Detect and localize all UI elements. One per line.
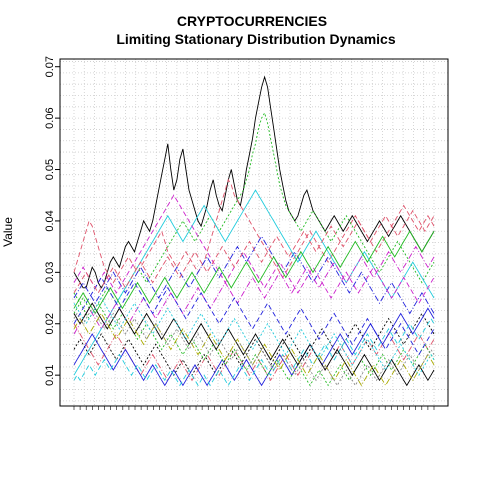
series-group <box>73 75 435 387</box>
grid <box>60 59 448 406</box>
series-line <box>73 302 435 387</box>
series-line <box>73 312 435 387</box>
series-line <box>73 292 435 387</box>
series-line <box>73 194 435 305</box>
y-tick-label: 0.03 <box>44 262 56 283</box>
series-line <box>73 230 435 315</box>
y-tick-label: 0.04 <box>44 210 56 231</box>
series-line <box>73 245 435 335</box>
y-tick-label: 0.05 <box>44 159 56 180</box>
series-line <box>73 307 435 387</box>
plot-frame <box>59 58 449 407</box>
chart-title: CRYPTOCURRENCIES <box>177 13 327 29</box>
series-line <box>73 111 435 315</box>
y-axis: 0.01 0.02 0.03 0.04 0.05 0.06 0.07 <box>44 56 60 386</box>
series-line <box>73 75 435 289</box>
series-line <box>73 189 435 376</box>
y-axis-label: Value <box>1 217 15 247</box>
y-tick-label: 0.02 <box>44 313 56 334</box>
x-axis <box>73 406 435 410</box>
y-tick-label: 0.01 <box>44 364 56 385</box>
series-line <box>73 307 435 387</box>
series-line <box>73 178 435 284</box>
chart-subtitle: Limiting Stationary Distribution Dynamic… <box>116 31 395 47</box>
series-line <box>73 276 435 356</box>
y-tick-label: 0.06 <box>44 107 56 128</box>
series-line <box>73 317 435 387</box>
series-line <box>73 209 435 294</box>
y-tick-label: 0.07 <box>44 56 56 77</box>
